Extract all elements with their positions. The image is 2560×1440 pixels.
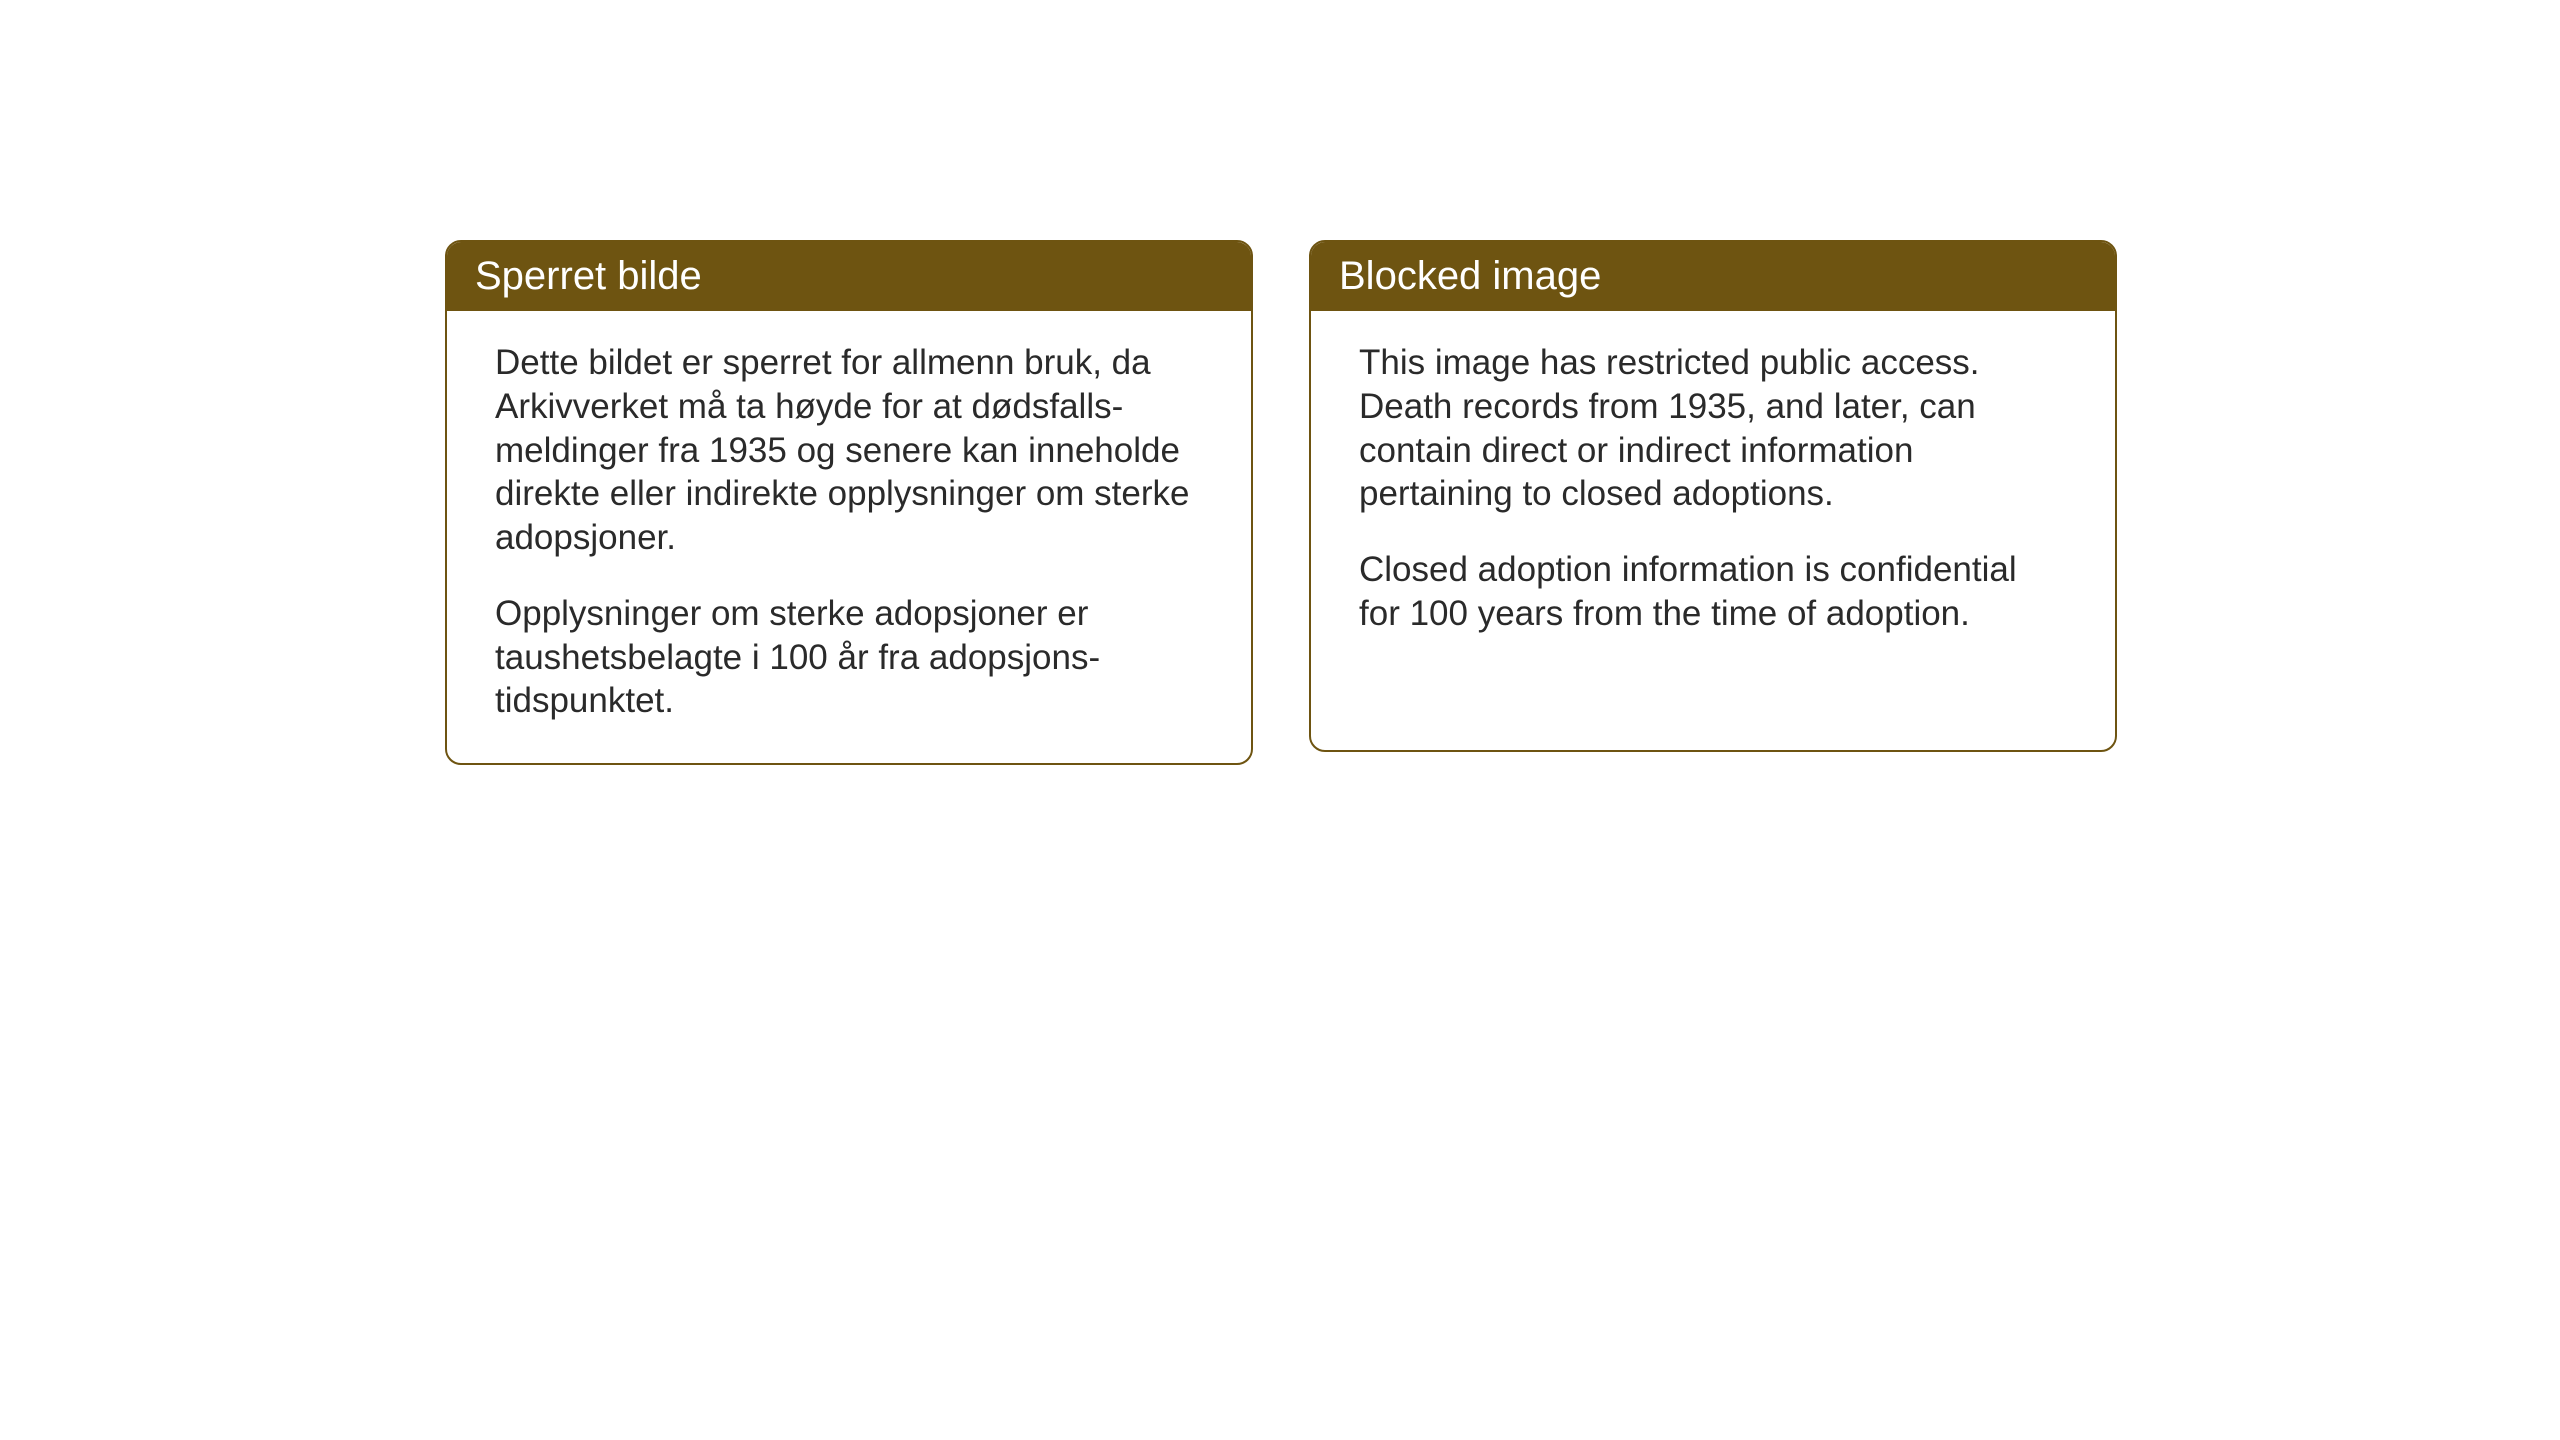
- card-body-english: This image has restricted public access.…: [1311, 311, 2115, 676]
- card-title-norwegian: Sperret bilde: [475, 254, 702, 298]
- paragraph-1-norwegian: Dette bildet er sperret for allmenn bruk…: [495, 341, 1203, 560]
- paragraph-1-english: This image has restricted public access.…: [1359, 341, 2067, 516]
- notice-card-english: Blocked image This image has restricted …: [1309, 240, 2117, 752]
- notice-container: Sperret bilde Dette bildet er sperret fo…: [445, 240, 2117, 765]
- card-body-norwegian: Dette bildet er sperret for allmenn bruk…: [447, 311, 1251, 763]
- card-header-norwegian: Sperret bilde: [447, 242, 1251, 311]
- card-header-english: Blocked image: [1311, 242, 2115, 311]
- paragraph-2-norwegian: Opplysninger om sterke adopsjoner er tau…: [495, 592, 1203, 723]
- notice-card-norwegian: Sperret bilde Dette bildet er sperret fo…: [445, 240, 1253, 765]
- card-title-english: Blocked image: [1339, 254, 1601, 298]
- paragraph-2-english: Closed adoption information is confident…: [1359, 548, 2067, 636]
